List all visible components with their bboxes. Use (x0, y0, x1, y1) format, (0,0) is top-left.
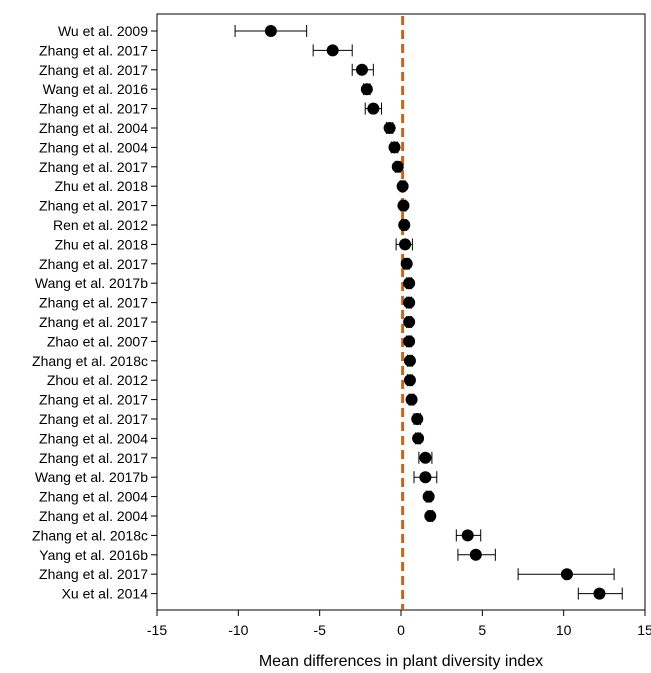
study-label: Zhang et al. 2018c (32, 353, 148, 369)
study-label: Zhao et al. 2007 (47, 333, 148, 349)
effect-point (403, 335, 416, 348)
study-label: Zhang et al. 2004 (39, 508, 148, 524)
effect-point (399, 238, 412, 251)
study-label: Ren et al. 2012 (53, 217, 148, 233)
effect-point (403, 354, 416, 367)
study-label: Zhang et al. 2017 (39, 159, 148, 175)
effect-point (383, 122, 396, 134)
study-label: Zhang et al. 2017 (39, 411, 148, 427)
effect-point (398, 219, 411, 231)
effect-point (264, 25, 277, 37)
effect-point (593, 587, 606, 600)
effect-point (424, 510, 437, 522)
x-tick-label: -5 (313, 622, 326, 638)
effect-point (396, 180, 409, 193)
effect-point (400, 257, 413, 270)
study-label: Zhu et al. 2018 (55, 178, 149, 194)
effect-point (403, 374, 416, 387)
x-tick-label: 10 (556, 622, 572, 638)
study-label: Yang et al. 2016b (39, 547, 148, 563)
study-label: Zhu et al. 2018 (55, 236, 149, 252)
study-label: Zhang et al. 2018c (32, 527, 148, 543)
study-label: Zhang et al. 2017 (39, 314, 148, 330)
effect-point (391, 160, 404, 173)
effect-point (403, 277, 416, 290)
study-label: Zhou et al. 2012 (47, 372, 148, 388)
study-label: Zhang et al. 2004 (39, 489, 148, 505)
effect-point (367, 102, 380, 115)
study-label: Zhang et al. 2004 (39, 139, 148, 155)
study-label: Zhang et al. 2017 (39, 392, 148, 408)
effect-point (326, 44, 339, 57)
x-axis-title: Mean differences in plant diversity inde… (259, 653, 543, 670)
effect-point (412, 432, 425, 445)
effect-point (419, 471, 432, 484)
study-label: Zhang et al. 2017 (39, 101, 148, 117)
effect-point (422, 490, 435, 503)
study-label: Zhang et al. 2017 (39, 450, 148, 466)
effect-point (360, 83, 373, 96)
effect-point (560, 568, 573, 581)
x-tick-label: 5 (478, 622, 486, 638)
study-label: Wang et al. 2017b (35, 469, 148, 485)
effect-point (469, 548, 482, 561)
effect-point (403, 296, 416, 309)
effect-point (403, 316, 416, 328)
study-label: Zhang et al. 2017 (39, 198, 148, 214)
study-label: Xu et al. 2014 (62, 586, 149, 602)
study-label: Wu et al. 2009 (58, 23, 148, 39)
effect-point (397, 199, 410, 212)
study-label: Zhang et al. 2004 (39, 430, 148, 446)
study-label: Zhang et al. 2017 (39, 256, 148, 272)
effect-point (388, 141, 401, 154)
study-label: Zhang et al. 2017 (39, 566, 148, 582)
study-label: Zhang et al. 2004 (39, 120, 148, 136)
x-tick-label: 0 (397, 622, 405, 638)
x-tick-label: 15 (637, 622, 651, 638)
x-tick-label: -15 (147, 622, 167, 638)
study-label: Zhang et al. 2017 (39, 295, 148, 311)
study-label: Zhang et al. 2017 (39, 42, 148, 58)
effect-point (461, 529, 474, 542)
plot-frame (156, 13, 646, 611)
study-label: Wang et al. 2016 (43, 81, 149, 97)
effect-point (355, 63, 368, 76)
effect-point (411, 413, 424, 425)
study-label: Wang et al. 2017b (35, 275, 148, 291)
effect-point (419, 451, 432, 464)
study-label: Zhang et al. 2017 (39, 62, 148, 78)
effect-point (405, 393, 418, 406)
x-tick-label: -10 (228, 622, 248, 638)
